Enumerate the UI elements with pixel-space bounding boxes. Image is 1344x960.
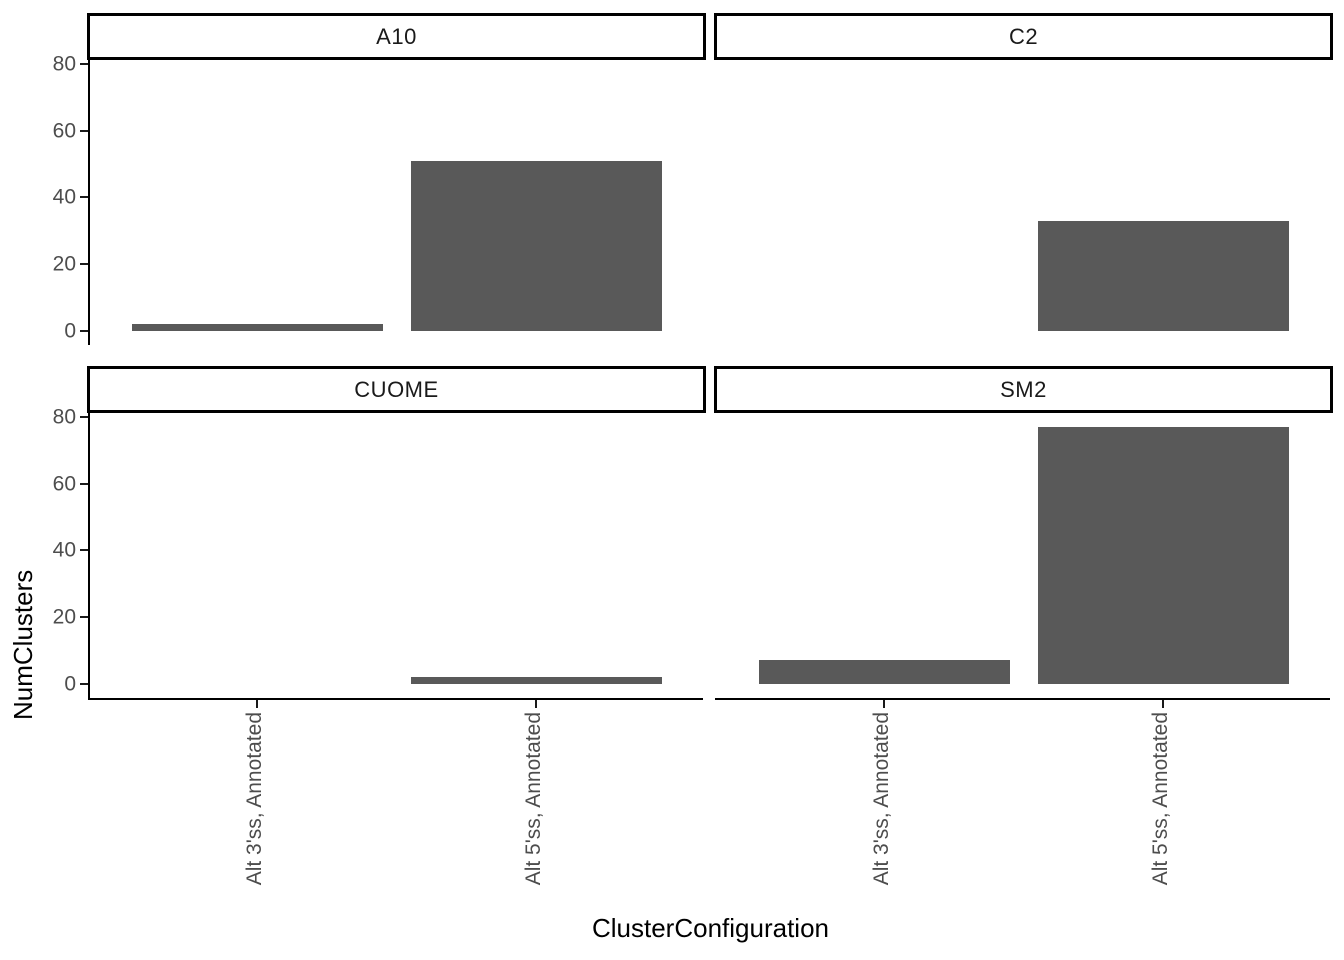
y-tick-mark <box>80 682 88 685</box>
x-axis-title: ClusterConfiguration <box>591 913 829 943</box>
y-tick-label: 60 <box>52 119 76 143</box>
y-tick-mark <box>80 263 88 265</box>
x-tick-mark <box>256 700 258 708</box>
facet-strip-label: SM2 <box>1000 376 1047 402</box>
facet-strip: C2 <box>714 13 1333 60</box>
facet-strip-label: A10 <box>376 23 417 49</box>
y-tick-label: 0 <box>64 672 76 696</box>
y-tick-mark <box>80 416 88 418</box>
y-tick-mark <box>80 616 88 618</box>
y-axis-line <box>88 413 90 698</box>
x-tick-label: Alt 5'ss, Annotated <box>522 712 545 886</box>
y-tick-mark <box>80 549 88 552</box>
facet-strip-label: CUOME <box>354 376 439 402</box>
facet-strip: SM2 <box>714 366 1333 413</box>
bar <box>1037 220 1289 331</box>
y-tick-mark <box>80 196 88 199</box>
y-tick-label: 0 <box>64 319 76 343</box>
y-axis-line <box>88 60 90 345</box>
y-tick-label: 20 <box>52 605 76 629</box>
y-tick-mark <box>80 329 88 332</box>
facet-strip-label: C2 <box>1008 23 1039 49</box>
y-tick-label: 60 <box>52 472 76 496</box>
y-tick-label: 20 <box>52 252 76 276</box>
x-tick-mark <box>883 700 885 708</box>
facet-strip: A10 <box>87 13 706 60</box>
bar <box>410 677 662 684</box>
y-tick-label: 80 <box>52 52 76 76</box>
y-tick-label: 40 <box>52 185 76 209</box>
facet-strip: CUOME <box>87 366 706 413</box>
bar <box>410 160 662 331</box>
bar <box>758 660 1010 684</box>
y-tick-mark <box>80 63 88 65</box>
x-tick-label: Alt 3'ss, Annotated <box>243 712 266 886</box>
x-tick-label: Alt 3'ss, Annotated <box>870 712 893 886</box>
bar <box>1037 427 1289 684</box>
x-tick-mark <box>1162 700 1164 708</box>
x-tick-label: Alt 5'ss, Annotated <box>1149 712 1172 886</box>
y-tick-label: 40 <box>52 538 76 562</box>
bar <box>131 324 383 331</box>
y-tick-label: 80 <box>52 405 76 429</box>
y-tick-mark <box>80 129 88 132</box>
x-axis-line <box>715 698 1330 700</box>
x-axis-line <box>88 698 703 700</box>
x-tick-mark <box>535 700 537 708</box>
y-tick-mark <box>80 482 88 485</box>
